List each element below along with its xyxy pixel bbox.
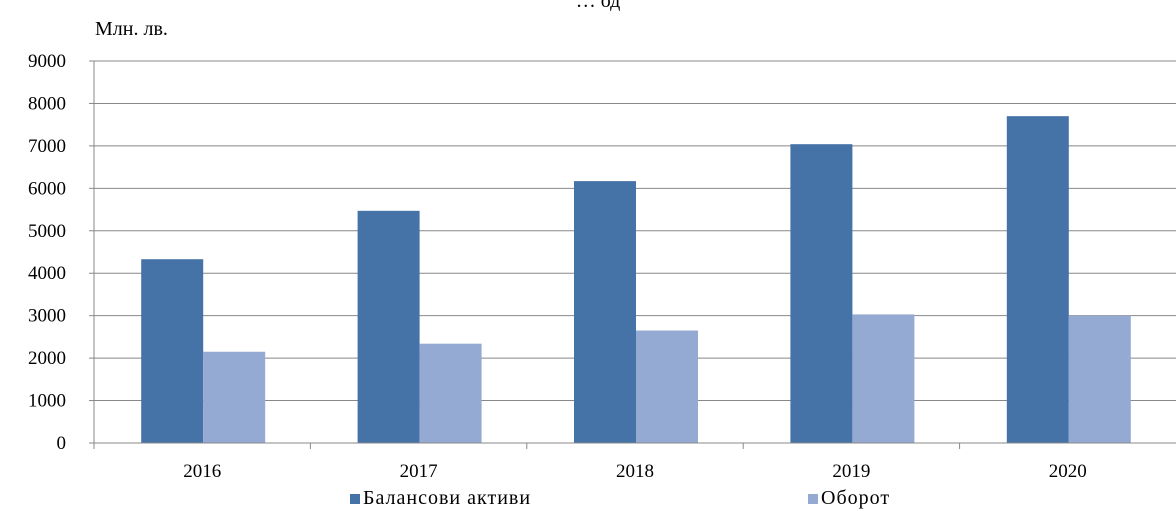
x-tick-label-2017: 2017: [400, 461, 438, 482]
chart-title-fragment: … од: [576, 0, 621, 12]
y-tick-label-4000: 4000: [28, 263, 66, 284]
y-tick-label-8000: 8000: [28, 93, 66, 114]
y-tick-label-3000: 3000: [28, 306, 66, 327]
legend-balance-assets-swatch: [350, 494, 360, 504]
bar-balance-assets-2018: [574, 181, 636, 443]
x-tick-label-2018: 2018: [616, 461, 654, 482]
legend-balance-assets-label: Балансови активи: [363, 487, 531, 509]
y-tick-label-2000: 2000: [28, 348, 66, 369]
bar-balance-assets-2016: [141, 259, 204, 443]
x-tick-label-2016: 2016: [183, 461, 221, 482]
bar-turnover-2016: [203, 351, 266, 443]
y-tick-label-0: 0: [57, 433, 67, 454]
bar-turnover-2019: [852, 314, 915, 443]
legend: Балансови активи Оборот: [350, 487, 890, 509]
x-tick-label-2020: 2020: [1049, 461, 1087, 482]
bar-balance-assets-2017: [357, 210, 420, 443]
bar-turnover-2018: [636, 330, 698, 443]
x-tick-labels: 2016 2017 2018 2019 2020: [183, 461, 1087, 482]
bars-group: [141, 116, 1131, 444]
y-tick-label-7000: 7000: [28, 136, 66, 157]
legend-turnover-swatch: [808, 494, 818, 504]
y-axis-unit-label: Млн. лв.: [95, 18, 168, 40]
y-tick-label-5000: 5000: [28, 221, 66, 242]
y-tick-label-9000: 9000: [28, 51, 66, 72]
y-tick-label-1000: 1000: [28, 391, 66, 412]
y-tick-labels: 0 1000 2000 3000 4000 5000 6000 7000 8000 9000: [28, 51, 66, 454]
x-tick-label-2019: 2019: [832, 461, 870, 482]
bar-turnover-2017: [419, 343, 482, 443]
axes: [89, 60, 1176, 449]
y-tick-label-6000: 6000: [28, 178, 66, 199]
bar-balance-assets-2020: [1006, 116, 1069, 443]
bar-balance-assets-2019: [790, 144, 853, 444]
legend-turnover-label: Оборот: [821, 487, 890, 509]
bar-turnover-2020: [1068, 315, 1131, 443]
